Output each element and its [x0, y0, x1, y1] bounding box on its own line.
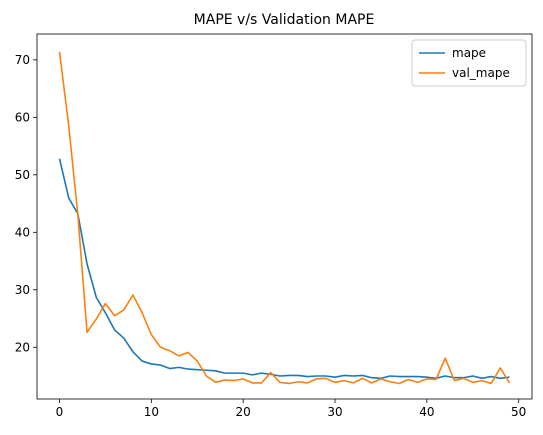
series-group	[58, 51, 511, 385]
y-tick-label: 50	[15, 168, 30, 182]
x-tick-label: 0	[56, 405, 64, 419]
legend-label: val_mape	[452, 66, 510, 80]
legend-label: mape	[452, 46, 486, 60]
y-tick-label: 20	[15, 340, 30, 354]
x-tick-label: 50	[511, 405, 526, 419]
y-tick-label: 70	[15, 53, 30, 67]
series-line-val-mape	[58, 51, 511, 385]
y-axis: 20 30 40 50 60 70	[15, 53, 37, 354]
chart-title: MAPE v/s Validation MAPE	[194, 12, 375, 28]
x-tick-label: 40	[419, 405, 434, 419]
y-tick-label: 60	[15, 110, 30, 124]
legend-box	[411, 39, 527, 87]
y-tick-label: 30	[15, 283, 30, 297]
y-tick-label: 40	[15, 225, 30, 239]
x-tick-label: 10	[144, 405, 159, 419]
x-tick-label: 20	[236, 405, 251, 419]
plot-area	[36, 33, 533, 400]
series-line-mape	[58, 158, 510, 380]
plot-frame	[36, 33, 533, 400]
x-axis: 0 10 20 30 40 50	[56, 399, 526, 419]
x-tick-label: 30	[327, 405, 342, 419]
legend: mape val_mape	[411, 39, 527, 87]
